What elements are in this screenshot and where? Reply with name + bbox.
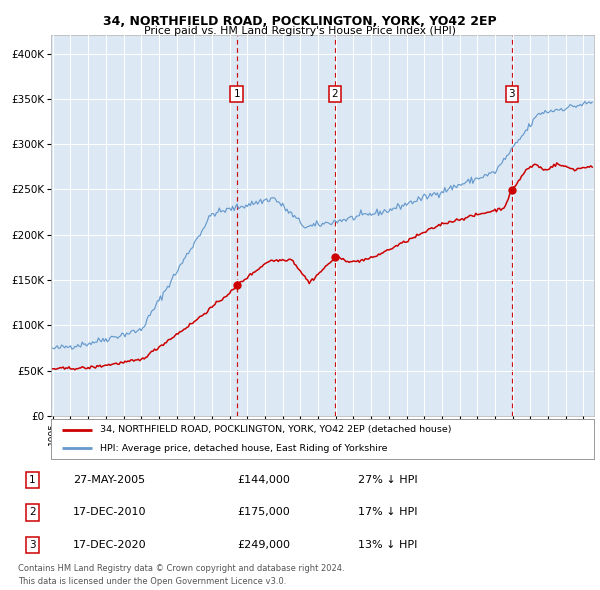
Text: 1: 1 — [233, 90, 240, 99]
Text: 34, NORTHFIELD ROAD, POCKLINGTON, YORK, YO42 2EP: 34, NORTHFIELD ROAD, POCKLINGTON, YORK, … — [103, 15, 497, 28]
Text: £249,000: £249,000 — [237, 540, 290, 550]
Text: £175,000: £175,000 — [237, 507, 290, 517]
Text: 2: 2 — [332, 90, 338, 99]
Text: 27-MAY-2005: 27-MAY-2005 — [73, 475, 145, 485]
Text: 17-DEC-2010: 17-DEC-2010 — [73, 507, 146, 517]
Text: 3: 3 — [29, 540, 36, 550]
Text: 1: 1 — [29, 475, 36, 485]
Text: 27% ↓ HPI: 27% ↓ HPI — [358, 475, 418, 485]
Text: 34, NORTHFIELD ROAD, POCKLINGTON, YORK, YO42 2EP (detached house): 34, NORTHFIELD ROAD, POCKLINGTON, YORK, … — [100, 425, 451, 434]
Text: This data is licensed under the Open Government Licence v3.0.: This data is licensed under the Open Gov… — [18, 577, 286, 586]
Text: 17% ↓ HPI: 17% ↓ HPI — [358, 507, 418, 517]
Text: HPI: Average price, detached house, East Riding of Yorkshire: HPI: Average price, detached house, East… — [100, 444, 388, 453]
Text: 13% ↓ HPI: 13% ↓ HPI — [358, 540, 417, 550]
Text: 3: 3 — [509, 90, 515, 99]
Text: Price paid vs. HM Land Registry's House Price Index (HPI): Price paid vs. HM Land Registry's House … — [144, 26, 456, 36]
Text: 17-DEC-2020: 17-DEC-2020 — [73, 540, 146, 550]
Text: Contains HM Land Registry data © Crown copyright and database right 2024.: Contains HM Land Registry data © Crown c… — [18, 564, 344, 573]
Text: 2: 2 — [29, 507, 36, 517]
Text: £144,000: £144,000 — [237, 475, 290, 485]
